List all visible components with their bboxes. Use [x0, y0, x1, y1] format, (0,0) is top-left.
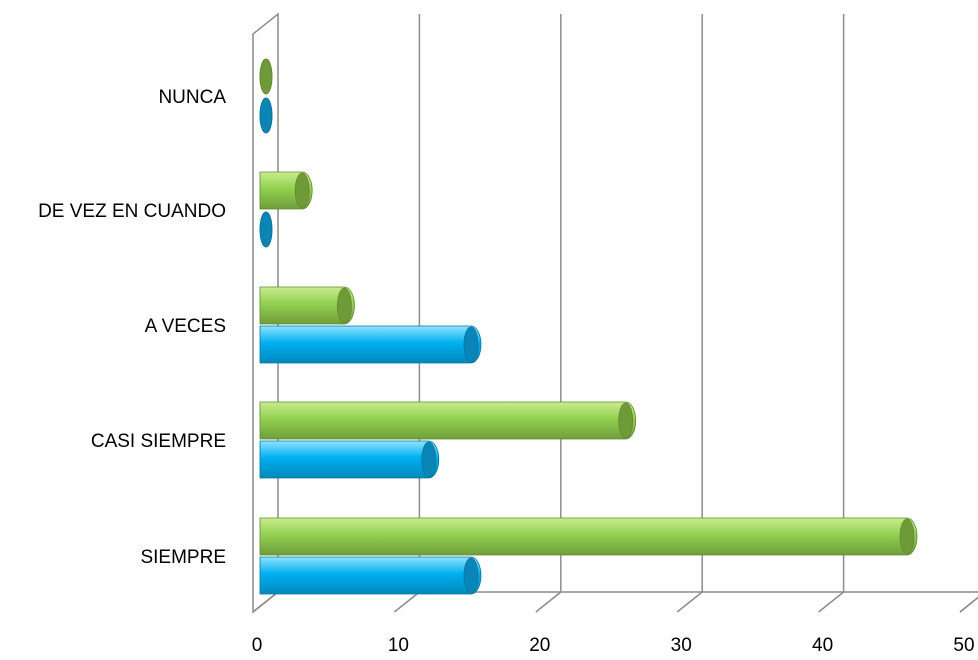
bar-series-1 — [259, 401, 637, 440]
gridlines — [252, 14, 978, 613]
x-tick-label: 20 — [529, 635, 550, 656]
bar-series-1 — [259, 171, 313, 210]
bars — [259, 58, 918, 595]
bar-series-1 — [259, 517, 918, 556]
bar-series-2 — [259, 556, 482, 595]
tick-labels: 0 10 20 30 40 50 — [252, 635, 975, 656]
x-tick-label: 0 — [252, 635, 263, 656]
floor-tick — [393, 591, 420, 613]
bar-series-1 — [259, 58, 273, 95]
floor-tick — [818, 591, 845, 613]
category-label: NUNCA — [158, 87, 226, 108]
floor-tick — [535, 591, 562, 613]
bar-series-2 — [259, 325, 482, 364]
floor-tick — [252, 591, 279, 613]
category-label: A VECES — [145, 316, 226, 337]
floor-tick — [959, 596, 978, 613]
x-tick-label: 10 — [388, 635, 409, 656]
bar-series-2 — [259, 97, 273, 134]
floor — [252, 591, 978, 613]
bar-series-2 — [259, 211, 273, 248]
category-labels: NUNCA DE VEZ EN CUANDO A VECES CASI SIEMPRE… — [38, 87, 226, 568]
bar-series-1 — [259, 286, 355, 325]
category-label: DE VEZ EN CUANDO — [38, 201, 226, 222]
category-label: SIEMPRE — [140, 547, 226, 568]
bar-series-2 — [259, 440, 440, 479]
floor-tick — [676, 591, 703, 613]
x-tick-label: 40 — [812, 635, 833, 656]
x-tick-label: 30 — [671, 635, 692, 656]
category-label: CASI SIEMPRE — [91, 431, 226, 452]
x-tick-label: 50 — [953, 635, 974, 656]
